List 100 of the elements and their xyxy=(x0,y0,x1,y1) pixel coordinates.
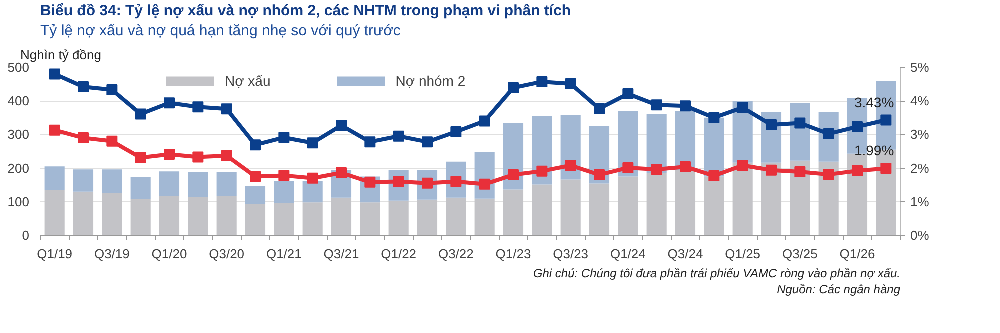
point xyxy=(164,98,175,109)
y-tick-label: 200 xyxy=(8,160,30,176)
point xyxy=(106,84,118,96)
point xyxy=(192,102,204,113)
bar xyxy=(73,192,94,236)
y2-tick-label: 1% xyxy=(910,194,930,210)
point xyxy=(336,120,347,132)
x-tick-label: Q1/19 xyxy=(37,246,73,262)
text: Ghi chú: Chúng tôi đưa phần trái phiếu VAMC ròng vào phần nợ xấu. xyxy=(533,266,901,280)
bar xyxy=(331,198,352,236)
bar xyxy=(388,200,409,236)
x-tick-label: Q1/25 xyxy=(725,246,761,262)
bar xyxy=(159,172,180,196)
bar xyxy=(130,199,151,236)
point xyxy=(708,112,720,124)
bar xyxy=(532,184,552,236)
point xyxy=(880,163,892,174)
point xyxy=(651,164,662,176)
chart-subtitle: Tỷ lệ nợ xấu và nợ quá hạn tăng nhẹ so với quý trước xyxy=(40,22,402,40)
y2-tick-label: 5% xyxy=(910,60,930,75)
y-tick-label: 0 xyxy=(22,228,30,243)
bar xyxy=(560,180,581,236)
y-tick-label: 100 xyxy=(8,194,30,210)
point xyxy=(364,136,376,148)
point xyxy=(852,121,863,132)
x-tick-label: Q1/20 xyxy=(152,246,188,262)
y2-tick-label: 4% xyxy=(910,94,930,109)
bar xyxy=(675,170,696,236)
bar xyxy=(130,177,151,200)
point xyxy=(106,136,118,147)
bar xyxy=(474,198,495,236)
x-tick-label: Q1/24 xyxy=(610,246,646,262)
y-tick-label: 500 xyxy=(8,60,30,75)
x-tick-label: Q1/22 xyxy=(381,246,417,262)
x-tick-label: Q3/25 xyxy=(782,246,818,262)
point xyxy=(737,160,748,172)
point xyxy=(737,102,748,114)
bar xyxy=(302,181,323,203)
point xyxy=(594,103,605,114)
point xyxy=(250,140,261,151)
bar xyxy=(188,172,208,198)
point xyxy=(708,170,720,182)
point xyxy=(307,172,318,184)
point xyxy=(78,81,89,92)
bar xyxy=(73,170,94,192)
point xyxy=(192,152,204,163)
point xyxy=(450,126,462,138)
point xyxy=(880,114,892,126)
point xyxy=(651,100,662,111)
bar xyxy=(589,184,610,236)
point xyxy=(135,108,146,120)
y-axis-title: Nghìn tỷ đồng xyxy=(20,48,102,62)
point xyxy=(278,170,290,182)
legend-label: Nợ xấu xyxy=(225,73,271,89)
bar xyxy=(159,196,180,236)
bar xyxy=(245,186,266,204)
point xyxy=(508,82,519,94)
point xyxy=(594,170,605,181)
point xyxy=(164,149,175,160)
x-tick-label: Q3/24 xyxy=(668,246,704,262)
bar xyxy=(216,172,237,196)
point xyxy=(852,165,863,176)
x-tick-label: Q3/21 xyxy=(324,246,360,262)
point xyxy=(479,178,490,190)
point xyxy=(278,132,290,144)
x-tick-label: Q3/22 xyxy=(438,246,474,262)
bar xyxy=(44,190,65,236)
bar xyxy=(503,190,524,236)
y-tick-label: 400 xyxy=(8,94,30,109)
point xyxy=(766,119,777,130)
point xyxy=(49,124,60,136)
point xyxy=(536,166,548,177)
text: Nguồn: Các ngân hàng xyxy=(777,282,901,296)
x-tick-label: Q3/23 xyxy=(553,246,589,262)
bar xyxy=(417,200,438,236)
point xyxy=(766,164,777,176)
point xyxy=(823,128,834,140)
bar xyxy=(274,181,294,204)
bar xyxy=(704,176,724,236)
point xyxy=(336,168,347,179)
bar xyxy=(44,166,65,190)
point xyxy=(622,88,634,100)
point xyxy=(680,100,691,112)
point xyxy=(78,132,89,144)
bar xyxy=(245,204,266,236)
point xyxy=(622,162,634,174)
point xyxy=(479,116,490,127)
point xyxy=(565,160,576,172)
data-label: 1.99% xyxy=(854,142,894,159)
y2-tick-label: 2% xyxy=(910,160,930,176)
x-tick-label: Q3/20 xyxy=(209,246,245,262)
point xyxy=(250,171,261,182)
legend-label: Nợ nhóm 2 xyxy=(396,73,466,89)
point xyxy=(221,150,232,162)
point xyxy=(794,118,806,129)
point xyxy=(422,136,433,148)
point xyxy=(135,152,146,164)
bar xyxy=(302,202,323,236)
point xyxy=(794,166,806,178)
chart-title: Biểu đồ 34: Tỷ lệ nợ xấu và nợ nhóm 2, các NHTM trong phạm vi phân tích xyxy=(40,2,572,20)
